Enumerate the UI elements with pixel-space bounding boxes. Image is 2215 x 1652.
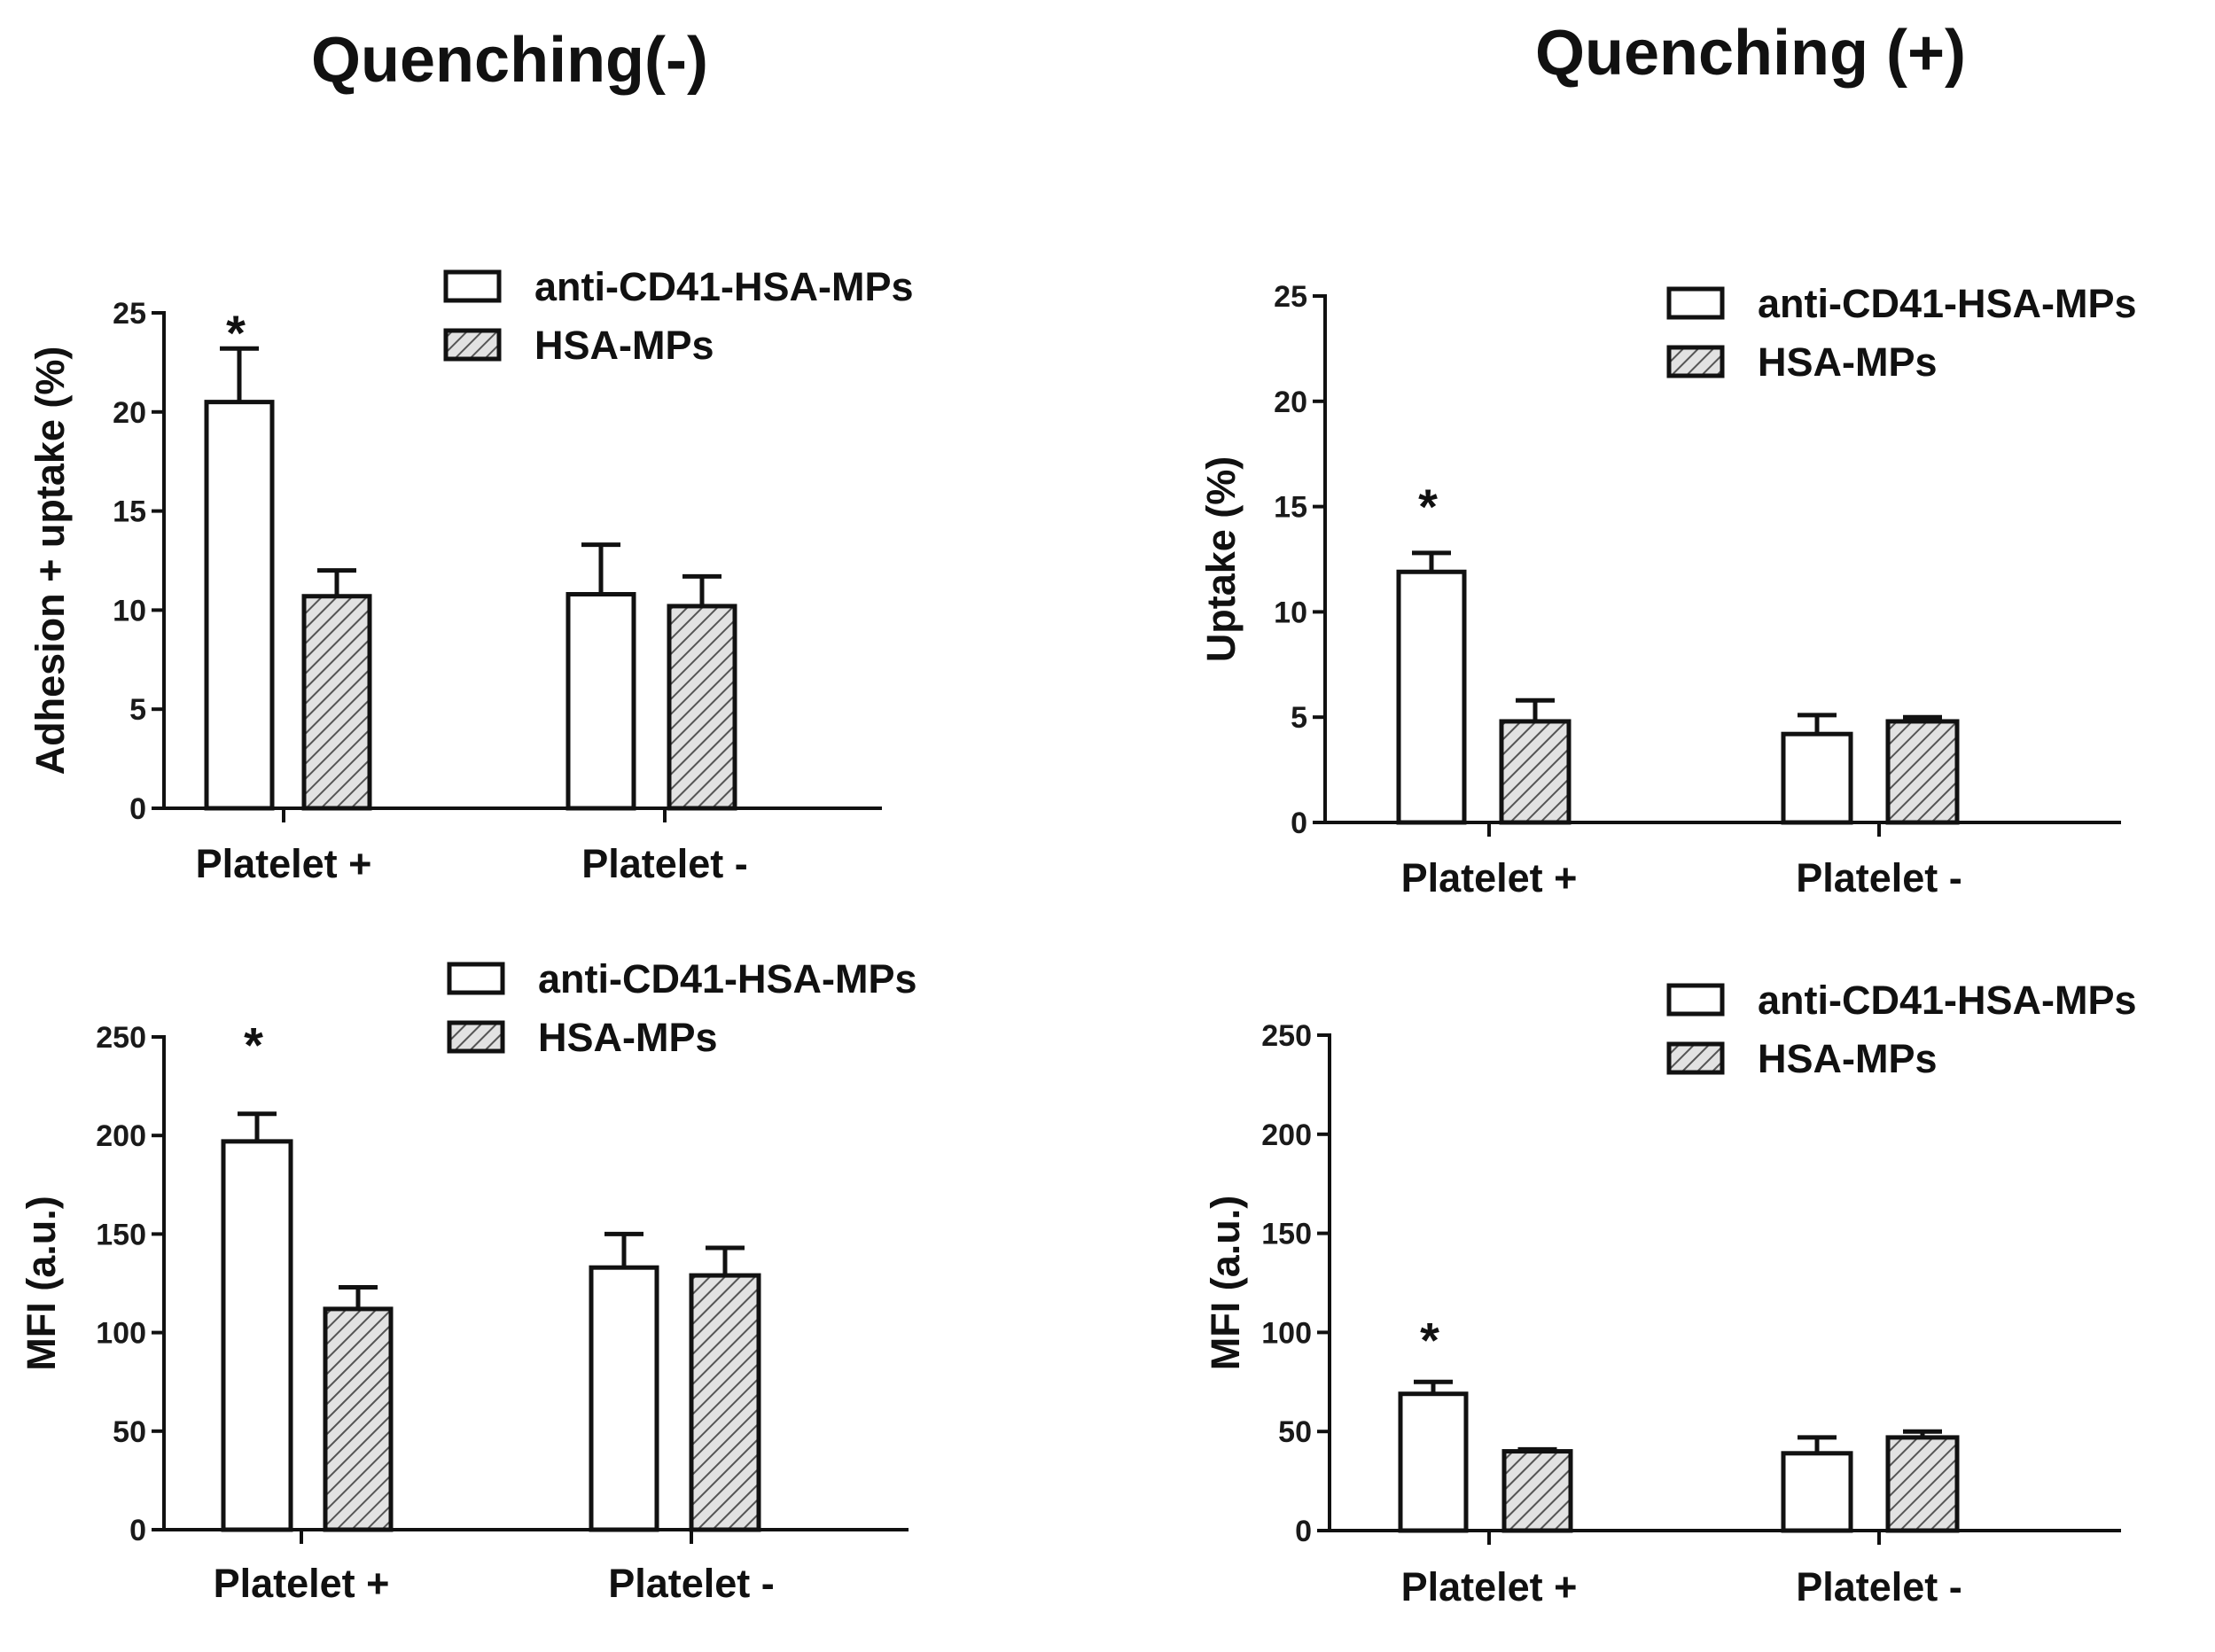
quenching-plus-title: Quenching (+) xyxy=(1535,18,1966,89)
y-tick-label: 20 xyxy=(1274,386,1307,419)
category-label-platelet: Platelet - xyxy=(1796,855,1962,900)
y-tick-label: 150 xyxy=(1261,1218,1312,1251)
y-tick-label: 200 xyxy=(96,1119,146,1153)
bar-hsa-mps-platelet xyxy=(1885,719,1960,825)
category-label-platelet: Platelet + xyxy=(1401,1564,1578,1609)
chart-panels: 0 5 10 15 20 25 Adhesion + uptake (%) Platelet … xyxy=(19,264,2137,1609)
y-tick-label: 25 xyxy=(1274,280,1307,314)
legend-label-hsa-mps: HSA-MPs xyxy=(538,1015,718,1060)
y-tick-label: 5 xyxy=(1291,701,1307,735)
category-label-platelet: Platelet + xyxy=(1401,855,1578,900)
legend-label-anti-cd41-hsa-mps: anti-CD41-HSA-MPs xyxy=(1758,281,2137,326)
legend-swatch-hsa-mps xyxy=(1666,1041,1725,1075)
legend-swatch-hsa-mps xyxy=(443,328,502,362)
y-tick-label: 50 xyxy=(113,1415,146,1449)
bar-anti-cd41-hsa-mps-platelet xyxy=(1781,731,1853,825)
y-tick-label: 15 xyxy=(1274,491,1307,525)
bar-anti-cd41-hsa-mps-platelet xyxy=(589,1265,659,1532)
legend-label-anti-cd41-hsa-mps: anti-CD41-HSA-MPs xyxy=(538,956,917,1001)
bar-hsa-mps-platelet xyxy=(1501,1449,1573,1533)
bar-hsa-mps-platelet xyxy=(323,1306,394,1532)
legend-swatch-anti-cd41-hsa-mps xyxy=(1666,983,1725,1017)
quenching-minus-title: Quenching(-) xyxy=(311,25,708,96)
bar-hsa-mps-platelet xyxy=(1885,1435,1960,1533)
significance-star: * xyxy=(244,1017,263,1073)
y-tick-label: 50 xyxy=(1278,1415,1312,1449)
y-tick-label: 5 xyxy=(129,693,146,727)
bar-anti-cd41-hsa-mps-platelet xyxy=(1396,569,1467,825)
category-label-platelet: Platelet - xyxy=(608,1561,775,1606)
y-tick-label: 10 xyxy=(1274,596,1307,629)
significance-star: * xyxy=(1418,479,1438,534)
y-axis-label: MFI (a.u.) xyxy=(19,1196,64,1370)
category-label-platelet: Platelet + xyxy=(214,1561,390,1606)
y-tick-label: 25 xyxy=(113,297,146,331)
bar-anti-cd41-hsa-mps-platelet xyxy=(1398,1391,1469,1533)
y-tick-label: 0 xyxy=(1291,807,1307,840)
y-tick-label: 250 xyxy=(96,1021,146,1055)
bar-anti-cd41-hsa-mps-platelet xyxy=(565,592,636,811)
y-tick-label: 15 xyxy=(113,495,146,529)
y-axis-label: Adhesion + uptake (%) xyxy=(27,347,73,775)
legend-swatch-anti-cd41-hsa-mps xyxy=(443,269,502,303)
y-tick-label: 150 xyxy=(96,1218,146,1251)
legend-label-hsa-mps: HSA-MPs xyxy=(534,323,714,368)
y-axis-label: Uptake (%) xyxy=(1198,456,1244,663)
y-tick-label: 200 xyxy=(1261,1118,1312,1152)
significance-star: * xyxy=(226,305,246,361)
bar-anti-cd41-hsa-mps-platelet xyxy=(204,400,275,811)
category-label-platelet: Platelet - xyxy=(581,841,748,886)
legend-swatch-hsa-mps xyxy=(447,1020,505,1054)
chart-right-top: 0 5 10 15 20 25 Uptake (%) Platelet + Platelet -… xyxy=(1198,280,2137,900)
bar-hsa-mps-platelet xyxy=(301,594,372,811)
y-tick-label: 10 xyxy=(113,594,146,627)
y-tick-label: 0 xyxy=(1295,1515,1312,1548)
legend-label-anti-cd41-hsa-mps: anti-CD41-HSA-MPs xyxy=(534,264,914,309)
y-tick-label: 100 xyxy=(96,1317,146,1351)
bar-hsa-mps-platelet xyxy=(689,1273,761,1532)
bar-anti-cd41-hsa-mps-platelet xyxy=(221,1139,293,1532)
bar-anti-cd41-hsa-mps-platelet xyxy=(1781,1451,1853,1533)
category-label-platelet: Platelet + xyxy=(196,841,372,886)
legend-swatch-anti-cd41-hsa-mps xyxy=(1666,286,1725,320)
chart-left-bottom: 0 50 100 150 200 250 MFI (a.u.) Platelet + Plate… xyxy=(19,956,917,1606)
legend-swatch-hsa-mps xyxy=(1666,345,1725,378)
bar-hsa-mps-platelet xyxy=(667,604,737,811)
y-tick-label: 100 xyxy=(1261,1316,1312,1350)
category-label-platelet: Platelet - xyxy=(1796,1564,1962,1609)
legend-label-hsa-mps: HSA-MPs xyxy=(1758,339,1938,385)
y-axis-label: MFI (a.u.) xyxy=(1203,1196,1248,1370)
chart-left-top: 0 5 10 15 20 25 Adhesion + uptake (%) Platelet … xyxy=(27,264,914,886)
chart-right-bottom: 0 50 100 150 200 250 MFI (a.u.) Platelet + Plate… xyxy=(1203,978,2137,1609)
y-tick-label: 0 xyxy=(129,792,146,826)
bar-hsa-mps-platelet xyxy=(1499,719,1572,825)
legend-label-hsa-mps: HSA-MPs xyxy=(1758,1036,1938,1081)
y-tick-label: 20 xyxy=(113,396,146,430)
significance-star: * xyxy=(1420,1312,1439,1368)
legend-swatch-anti-cd41-hsa-mps xyxy=(447,962,505,995)
legend-label-anti-cd41-hsa-mps: anti-CD41-HSA-MPs xyxy=(1758,978,2137,1023)
y-tick-label: 0 xyxy=(129,1514,146,1547)
y-tick-label: 250 xyxy=(1261,1019,1312,1053)
